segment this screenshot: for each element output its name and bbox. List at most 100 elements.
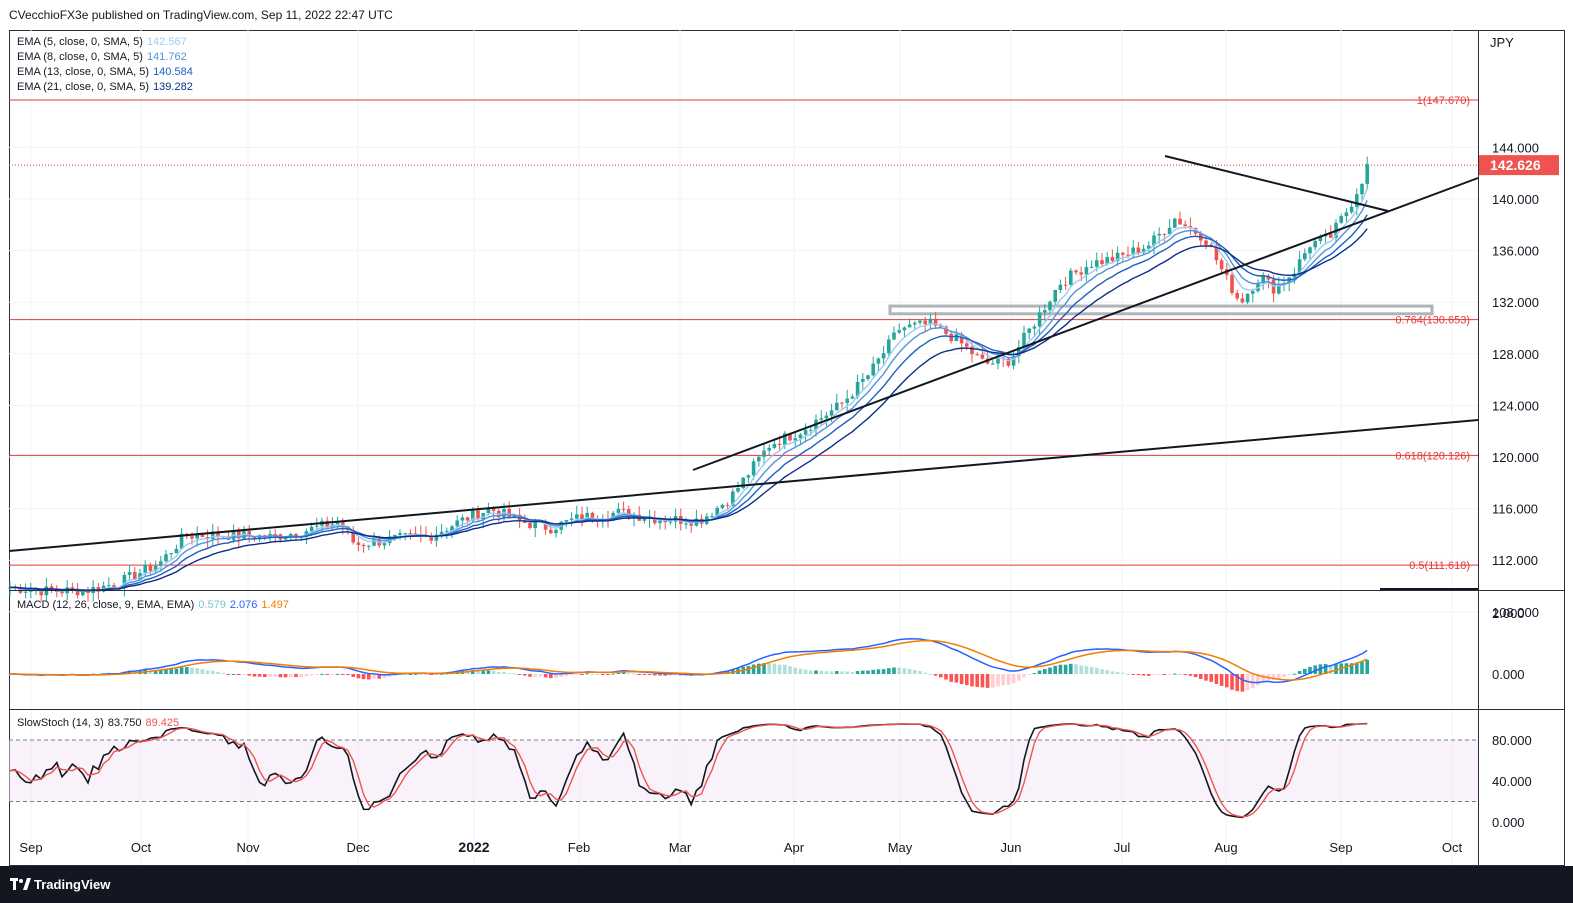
macd-histogram-bar <box>902 668 907 674</box>
macd-histogram-bar <box>1115 671 1120 674</box>
macd-histogram-bar <box>372 674 376 679</box>
candle-body <box>720 504 725 508</box>
ema13-legend-value: 140.584 <box>153 66 193 78</box>
macd-histogram-bar <box>424 673 428 675</box>
macd-histogram-bar <box>1084 666 1089 674</box>
candle-body <box>398 533 402 535</box>
macd-tick-label: 0.000 <box>1492 667 1525 682</box>
macd-histogram-bar <box>606 674 610 675</box>
candle-body <box>1032 326 1037 329</box>
candle-body <box>1017 347 1021 357</box>
macd-histogram-bar <box>913 669 917 674</box>
macd-histogram-bar <box>991 674 995 688</box>
ema5-legend-value: 142.567 <box>146 36 187 48</box>
macd-histogram-bar <box>174 668 179 674</box>
x-axis-label: Sep <box>1329 840 1352 855</box>
support-zone-rect <box>888 304 1434 316</box>
macd-histogram-bar <box>1355 662 1359 674</box>
candle-body <box>1043 310 1047 313</box>
candle-body <box>913 322 917 325</box>
macd-histogram-bar <box>944 674 948 680</box>
candle-body <box>933 318 938 326</box>
macd-histogram-bar <box>127 670 132 674</box>
macd-histogram-bar <box>507 672 511 674</box>
macd-histogram-bar <box>549 674 553 679</box>
macd-histogram-bar <box>237 674 241 675</box>
macd-histogram-bar <box>601 674 605 675</box>
macd-histogram-bar <box>1225 674 1229 688</box>
macd-histogram-bar <box>159 669 163 674</box>
macd-histogram-bar <box>1152 674 1156 676</box>
macd-histogram-bar <box>892 667 896 674</box>
macd-histogram-bar <box>211 670 215 674</box>
candle-body <box>1131 247 1135 255</box>
macd-histogram-bar <box>1105 670 1109 674</box>
macd-histogram-bar <box>876 669 881 674</box>
macd-histogram-value: 0.579 <box>198 599 226 611</box>
macd-histogram-bar <box>580 674 584 675</box>
ema5-line <box>9 188 1368 593</box>
macd-histogram-bar <box>320 673 324 675</box>
candle-body <box>445 530 449 532</box>
macd-histogram-bar <box>403 674 407 675</box>
candle-body <box>918 320 922 323</box>
candle-body <box>1011 356 1016 366</box>
candle-body <box>122 574 127 588</box>
candle-body <box>211 531 215 539</box>
candle-body <box>1121 252 1125 255</box>
macd-histogram-bar <box>627 673 631 675</box>
macd-histogram-bar <box>512 673 517 675</box>
price-tick-label: 112.000 <box>1492 553 1538 568</box>
macd-histogram-bar <box>1079 665 1083 674</box>
candle-body <box>237 530 241 539</box>
candle-body <box>460 517 465 521</box>
candle-body <box>159 561 163 566</box>
price-tick-label: 132.000 <box>1492 295 1539 310</box>
macd-histogram-bar <box>1256 674 1260 686</box>
candle-body <box>975 354 979 356</box>
candle-body <box>1027 328 1031 333</box>
candle-body <box>887 339 891 354</box>
candle-body <box>970 346 974 355</box>
candle-body <box>1100 260 1104 265</box>
candle-body <box>413 533 418 535</box>
macd-histogram-bar <box>1063 664 1068 674</box>
ema8-legend: EMA (8, close, 0, SMA, 5) 141.762 <box>17 50 193 65</box>
x-axis-label: Dec <box>346 840 370 855</box>
candle-body <box>928 318 933 325</box>
candle-body <box>829 410 834 416</box>
candle-body <box>642 518 647 521</box>
candle-body <box>1079 272 1083 275</box>
macd-histogram-bar <box>309 674 314 676</box>
stoch-d-value: 89.425 <box>145 717 180 729</box>
candle-body <box>283 537 288 540</box>
candle-body <box>257 535 262 540</box>
ema5-legend: EMA (5, close, 0, SMA, 5) 142.567 <box>17 35 193 50</box>
candle-body <box>824 415 829 419</box>
x-axis-label: 2022 <box>458 839 489 855</box>
macd-histogram-bar <box>777 664 782 674</box>
candle-body <box>1349 206 1354 213</box>
macd-histogram-bar <box>263 674 267 678</box>
stoch-legend: SlowStoch (14, 3) 83.750 89.425 <box>17 716 179 731</box>
candle-body <box>450 526 454 531</box>
macd-histogram-bar <box>1308 666 1312 674</box>
candle-body <box>736 488 740 492</box>
candle-body <box>1329 233 1333 238</box>
price-tick-label: 144.000 <box>1492 140 1539 155</box>
candle-body <box>18 587 23 593</box>
candle-body <box>143 564 147 574</box>
macd-histogram-bar <box>1297 671 1302 674</box>
ema21-legend-value: 139.282 <box>153 81 193 93</box>
candle-body <box>1339 216 1343 223</box>
macd-histogram-bar <box>985 674 990 688</box>
candle-body <box>70 587 75 589</box>
candle-body <box>1089 266 1094 268</box>
macd-histogram-bar <box>257 674 262 677</box>
candle-body <box>980 354 985 359</box>
candle-body <box>247 531 251 537</box>
macd-histogram-bar <box>1188 674 1193 676</box>
macd-histogram-bar <box>1053 665 1057 674</box>
macd-histogram-bar <box>1126 673 1130 675</box>
